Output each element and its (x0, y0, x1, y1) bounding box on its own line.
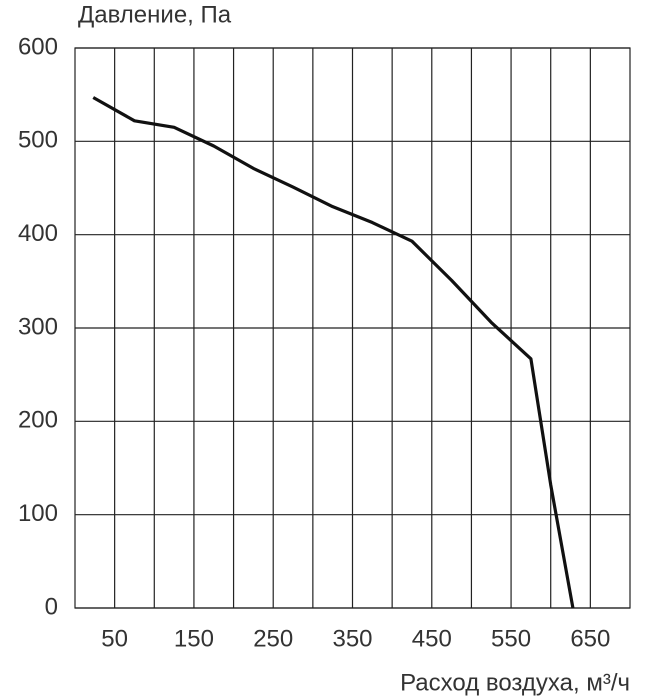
y-tick-label: 400 (18, 220, 58, 247)
x-axis-title: Расход воздуха, м³/ч (400, 669, 630, 696)
x-tick-label: 250 (253, 625, 293, 652)
y-axis-title: Давление, Па (78, 1, 232, 28)
y-tick-label: 200 (18, 407, 58, 434)
x-tick-label: 50 (101, 625, 128, 652)
x-tick-label: 550 (491, 625, 531, 652)
y-tick-label: 0 (45, 593, 58, 620)
x-tick-label: 350 (332, 625, 372, 652)
x-tick-label: 150 (174, 625, 214, 652)
y-tick-label: 300 (18, 313, 58, 340)
data-line (92, 96, 575, 609)
x-tick-label: 650 (570, 625, 610, 652)
y-tick-label: 100 (18, 500, 58, 527)
y-tick-label: 600 (18, 33, 58, 60)
x-tick-label: 450 (412, 625, 452, 652)
y-tick-label: 500 (18, 127, 58, 154)
